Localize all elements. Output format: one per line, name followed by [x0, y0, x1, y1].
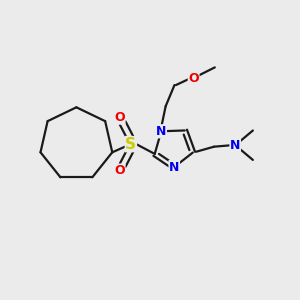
Text: O: O — [114, 164, 125, 177]
Text: O: O — [114, 111, 125, 124]
Text: N: N — [230, 139, 240, 152]
Text: N: N — [156, 125, 166, 138]
Text: O: O — [188, 72, 199, 85]
Text: N: N — [169, 160, 179, 174]
Text: S: S — [125, 136, 136, 152]
